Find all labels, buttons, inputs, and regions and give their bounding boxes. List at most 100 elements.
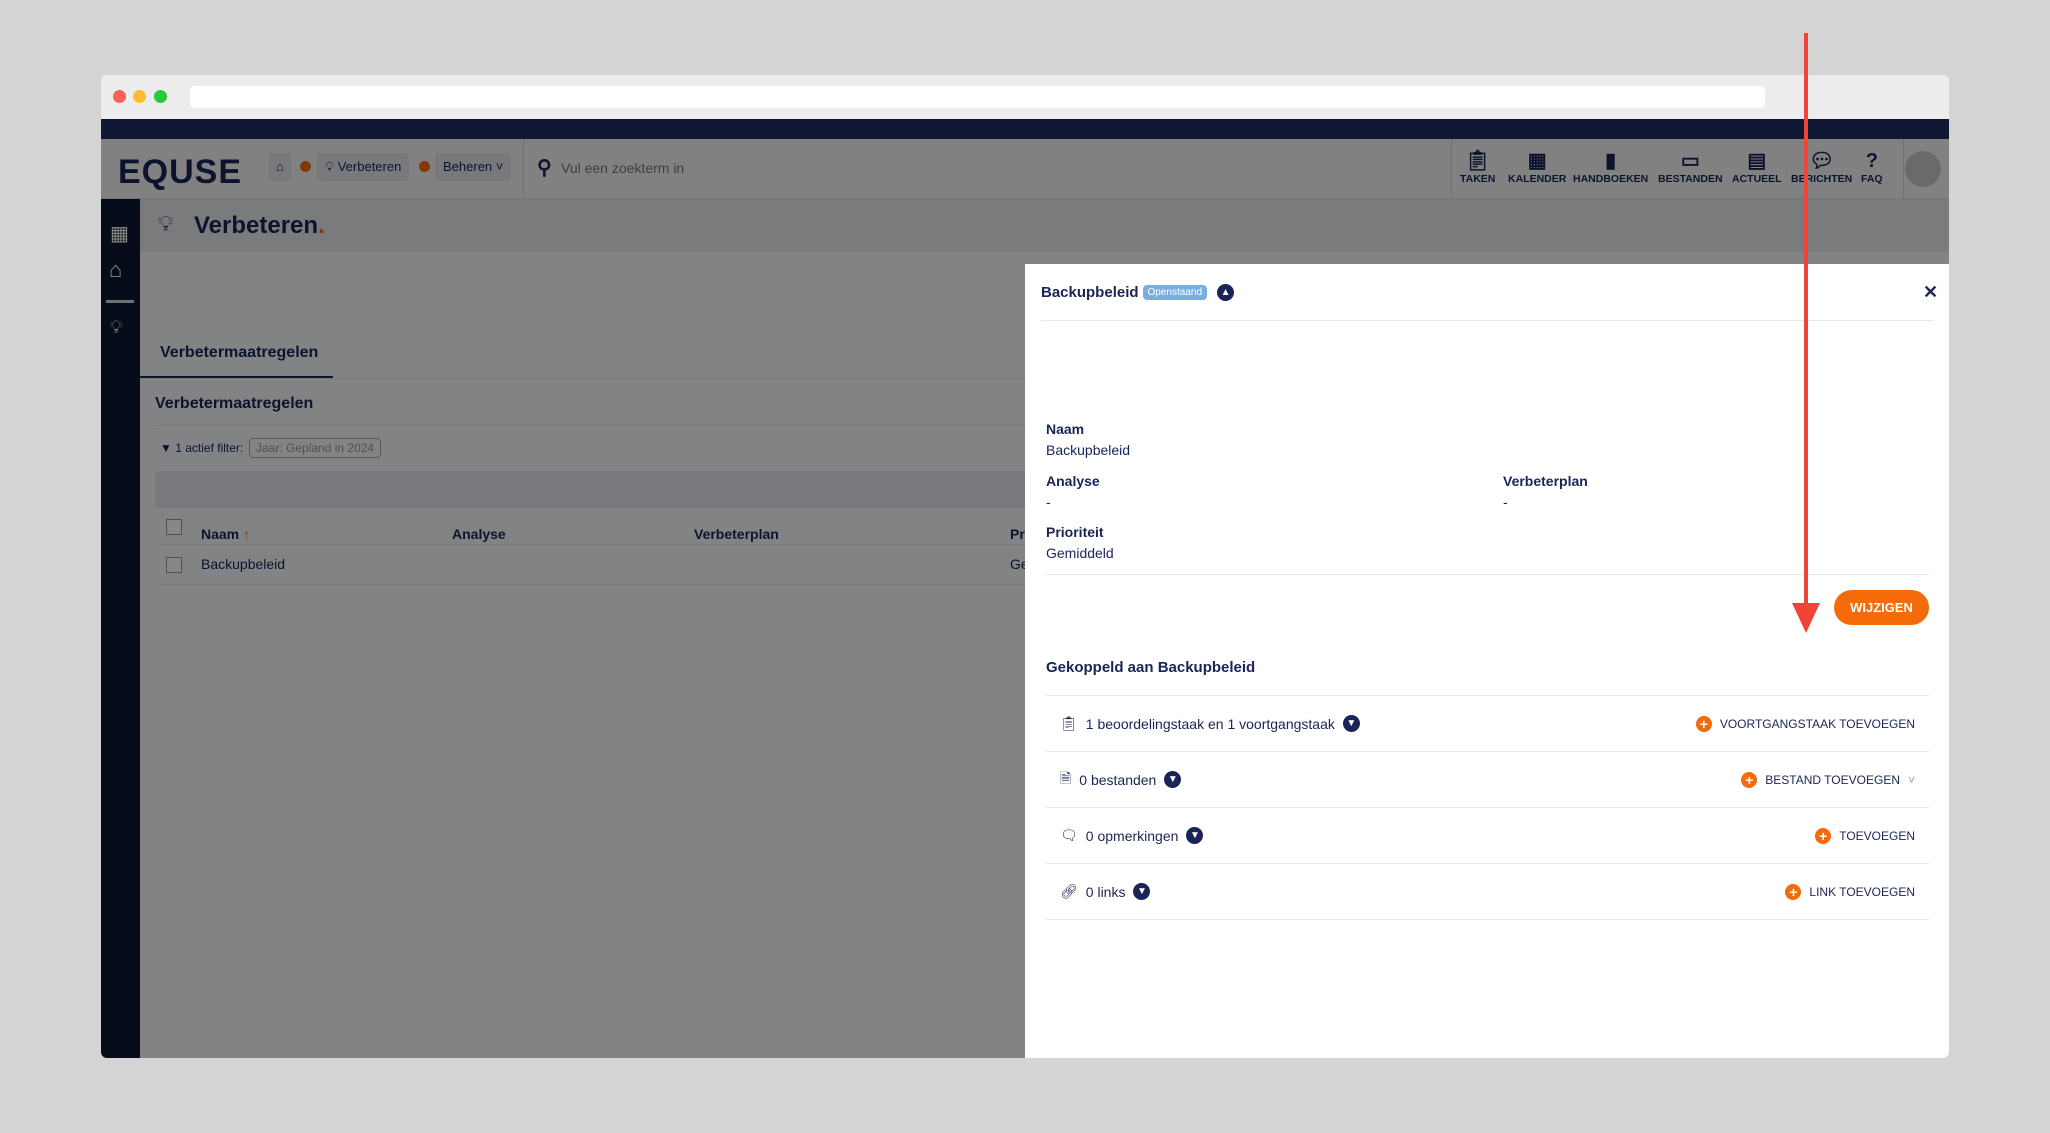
chevron-down-icon: ˅ xyxy=(1907,772,1915,787)
linked-text: 0 bestanden xyxy=(1079,771,1157,788)
column-header-analyse[interactable]: Analyse xyxy=(452,526,506,542)
nav-label: KALENDER xyxy=(1508,173,1567,185)
section-title: Verbetermaatregelen xyxy=(155,395,314,412)
breadcrumb-separator-icon xyxy=(300,161,311,172)
select-all-checkbox[interactable] xyxy=(166,519,182,535)
chevron-down-icon[interactable]: ▼ xyxy=(1342,715,1360,732)
lightbulb-icon: 💡︎ xyxy=(325,159,338,174)
add-bestand-button[interactable]: + BESTAND TOEVOEGEN ˅ xyxy=(1741,771,1915,788)
app-header: EQUSE ⌂ 💡︎ Verbeteren Beheren ˅ ⚲ 📋︎TAKE… xyxy=(101,139,1949,199)
panel-title: Backupbeleid xyxy=(1041,284,1139,301)
chevron-up-icon[interactable]: ▲ xyxy=(1217,284,1235,301)
status-badge: Openstaand xyxy=(1142,285,1208,300)
newspaper-icon: ▤ xyxy=(1747,150,1767,172)
field-label-verbeterplan: Verbeterplan xyxy=(1503,473,1588,489)
nav-actueel[interactable]: ▤ ACTUEEL xyxy=(1732,149,1782,185)
linked-row-taken: 📋︎ 1 beoordelingstaak en 1 voortgangstaak… xyxy=(1046,696,1929,752)
divider xyxy=(1046,574,1929,575)
nav-label: TAKEN xyxy=(1460,173,1496,185)
divider xyxy=(1041,320,1934,321)
minimize-window-icon[interactable] xyxy=(133,90,146,103)
clipboard-icon: 📋︎ xyxy=(1060,715,1078,731)
question-icon: ? xyxy=(1865,150,1878,172)
field-label-naam: Naam xyxy=(1046,421,1085,437)
column-header-prioriteit[interactable]: Pr xyxy=(1010,526,1025,542)
breadcrumb-verbeteren[interactable]: 💡︎ Verbeteren xyxy=(317,153,410,181)
maximize-window-icon[interactable] xyxy=(154,90,167,103)
apps-grid-icon[interactable]: ▦ xyxy=(110,223,129,245)
beheren-dropdown[interactable]: Beheren ˅ xyxy=(435,153,512,181)
page-title: Verbeteren. xyxy=(194,212,325,239)
clipboard-icon: 📋︎ xyxy=(1465,150,1491,172)
comments-icon: 🗨 xyxy=(1060,827,1078,843)
field-label-prioriteit: Prioriteit xyxy=(1046,524,1104,540)
home-icon[interactable]: ⌂ xyxy=(269,153,291,181)
linked-text: 0 opmerkingen xyxy=(1085,827,1179,844)
field-label-analyse: Analyse xyxy=(1046,473,1100,489)
divider xyxy=(523,139,524,199)
add-opmerking-button[interactable]: + TOEVOEGEN xyxy=(1815,827,1915,844)
nav-faq[interactable]: ? FAQ xyxy=(1861,149,1883,185)
field-value-naam: Backupbeleid xyxy=(1046,442,1131,458)
nav-label: HANDBOEKEN xyxy=(1573,173,1649,185)
archive-icon: ▭ xyxy=(1680,150,1700,172)
divider xyxy=(1903,139,1904,199)
home-icon[interactable]: ⌂ xyxy=(109,257,123,282)
nav-kalender[interactable]: ▦ KALENDER xyxy=(1508,149,1566,185)
close-window-icon[interactable] xyxy=(113,90,126,103)
file-icon: 🗎 xyxy=(1060,769,1072,786)
tab-verbetermaatregelen[interactable]: Verbetermaatregelen xyxy=(160,344,319,361)
logo[interactable]: EQUSE xyxy=(118,153,243,191)
link-icon: 🔗︎ xyxy=(1060,883,1078,899)
address-bar[interactable] xyxy=(190,86,1765,108)
annotation-arrow-head-icon xyxy=(1792,603,1820,633)
linked-row-links: 🔗︎ 0 links ▼ + LINK TOEVOEGEN xyxy=(1046,864,1929,920)
linked-title: Gekoppeld aan Backupbeleid xyxy=(1046,659,1256,676)
lightbulb-icon: 💡︎ xyxy=(158,211,174,236)
chevron-down-icon[interactable]: ▼ xyxy=(1133,883,1151,900)
close-icon[interactable]: ✕ xyxy=(1923,282,1939,302)
add-voortgangstaak-button[interactable]: + VOORTGANGSTAAK TOEVOEGEN xyxy=(1695,715,1915,732)
row-checkbox[interactable] xyxy=(166,557,182,573)
page-title-bar: 💡︎ Verbeteren. xyxy=(140,199,1949,252)
chevron-down-icon[interactable]: ▼ xyxy=(1164,771,1182,788)
nav-handboeken[interactable]: ▮ HANDBOEKEN xyxy=(1573,149,1648,185)
wijzigen-button[interactable]: WIJZIGEN xyxy=(1834,590,1929,625)
chat-icon: 💬︎ xyxy=(1808,150,1835,172)
chevron-down-icon[interactable]: ▼ xyxy=(1186,827,1204,844)
breadcrumb-separator-icon xyxy=(419,161,430,172)
nav-label: BESTANDEN xyxy=(1658,173,1723,185)
active-tab-indicator xyxy=(140,376,333,379)
search-icon: ⚲ xyxy=(537,157,552,179)
column-header-naam[interactable]: Naam ↑ xyxy=(201,526,251,542)
search-input[interactable] xyxy=(561,154,1161,182)
plus-icon: + xyxy=(1785,883,1802,900)
panel-header: Backupbeleid Openstaand ▲ xyxy=(1041,284,1235,301)
linked-row-bestanden: 🗎 0 bestanden ▼ + BESTAND TOEVOEGEN ˅ xyxy=(1046,752,1929,808)
filter-chip[interactable]: Jaar: Gepland in 2024 xyxy=(249,438,382,458)
annotation-arrow-line xyxy=(1804,33,1808,613)
plus-icon: + xyxy=(1741,771,1758,788)
top-strip xyxy=(101,119,1949,139)
divider xyxy=(1046,695,1929,696)
divider xyxy=(1451,139,1452,199)
add-link-button[interactable]: + LINK TOEVOEGEN xyxy=(1785,883,1915,900)
nav-taken[interactable]: 📋︎ TAKEN xyxy=(1460,149,1495,185)
sort-asc-icon: ↑ xyxy=(243,526,251,542)
lightbulb-icon[interactable]: 💡︎ xyxy=(110,317,123,337)
breadcrumb-label: Verbeteren xyxy=(337,159,402,174)
column-header-verbeterplan[interactable]: Verbeterplan xyxy=(694,526,779,542)
linked-text: 0 links xyxy=(1085,883,1126,900)
plus-icon: + xyxy=(1815,827,1832,844)
filter-label: ▼ 1 actief filter: xyxy=(160,441,244,455)
avatar[interactable] xyxy=(1905,151,1941,187)
beheren-label: Beheren xyxy=(443,159,493,174)
field-value-verbeterplan: - xyxy=(1503,494,1508,510)
nav-bestanden[interactable]: ▭ BESTANDEN xyxy=(1658,149,1723,185)
nav-label: FAQ xyxy=(1861,173,1883,185)
chevron-down-icon: ˅ xyxy=(495,159,504,174)
cell-prioriteit: Ge xyxy=(1010,556,1029,572)
detail-panel: Backupbeleid Openstaand ▲ ✕ Naam Backupb… xyxy=(1025,264,1949,1058)
browser-window: EQUSE ⌂ 💡︎ Verbeteren Beheren ˅ ⚲ 📋︎TAKE… xyxy=(101,75,1949,1058)
calendar-icon: ▦ xyxy=(1527,150,1547,172)
